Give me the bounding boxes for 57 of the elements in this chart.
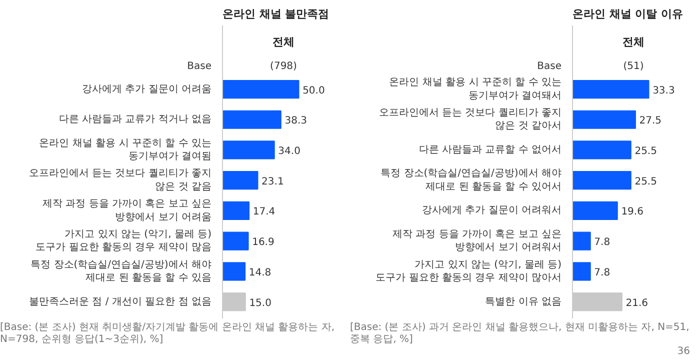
chart-title: 온라인 채널 불만족점 bbox=[222, 8, 330, 20]
data-label: 14.8 bbox=[248, 267, 272, 278]
y-tick-label: 강사에게 추가 질문이 어려워서 bbox=[422, 205, 562, 216]
bar bbox=[572, 232, 591, 250]
data-label: 19.6 bbox=[621, 206, 644, 218]
text: Base bbox=[187, 60, 212, 72]
data-label: 38.3 bbox=[284, 116, 307, 127]
data-label: 25.5 bbox=[634, 146, 657, 157]
y-tick-label: 오프라인에서 듣는 것보다 퀄리티가 좋지 않은 것 같음 bbox=[28, 168, 212, 192]
y-tick-label: 제작 과정 등을 가까이 혹은 보고 싶은 방향에서 보기 어려움 bbox=[42, 198, 212, 223]
bar bbox=[222, 140, 275, 160]
y-tick-label: 온라인 채널 활용 시 꾸준히 할 수 있는 동기부여가 결여돼서 bbox=[389, 77, 562, 102]
text: Base bbox=[537, 60, 562, 72]
data-label: 50.0 bbox=[302, 85, 325, 96]
text: [Base: (본 조사) 과거 온라인 채널 활용했으나, 현재 미활용하는 자, N=51, 중복 응답, %] bbox=[350, 322, 690, 346]
data-label: 25.5 bbox=[634, 176, 657, 188]
bar bbox=[222, 232, 249, 250]
data-label: 7.8 bbox=[594, 267, 610, 278]
data-label: 23.1 bbox=[262, 176, 284, 188]
bar bbox=[222, 171, 258, 190]
bar bbox=[572, 201, 618, 220]
data-label: 16.9 bbox=[252, 237, 274, 248]
y-tick-label: 가지고 있지 않는 (악기, 물레 등) 도구가 필요한 활동의 경우 제약이 많음 bbox=[36, 228, 212, 254]
chart-title: 온라인 채널 이탈 이유 bbox=[572, 8, 683, 20]
bar bbox=[222, 201, 250, 220]
data-label: 15.0 bbox=[249, 298, 272, 309]
y-tick-label: 강사에게 추가 질문이 어려움 bbox=[82, 84, 212, 95]
data-label: 17.4 bbox=[252, 206, 276, 218]
bar bbox=[222, 110, 282, 129]
y-tick-label: 온라인 채널 활용 시 꾸준히 할 수 있는 동기부여가 결여됨 bbox=[39, 138, 212, 162]
bar bbox=[572, 171, 632, 190]
text: (798) bbox=[270, 60, 298, 72]
y-tick-label: 다른 사람들과 교류할 수 없어서 bbox=[418, 144, 562, 156]
bar bbox=[572, 262, 591, 281]
text: 전체 bbox=[622, 36, 644, 49]
bar bbox=[572, 140, 632, 160]
text: (51) bbox=[623, 60, 644, 72]
y-tick-label: 제작 과정 등을 가까이 혹은 보고 싶은 방향에서 보기 어려워서 bbox=[392, 228, 562, 254]
bar bbox=[572, 80, 650, 99]
bar bbox=[572, 110, 636, 129]
data-label: 34.0 bbox=[278, 146, 300, 157]
bar bbox=[222, 80, 300, 99]
text: 전체 bbox=[272, 36, 294, 49]
data-label: 21.6 bbox=[626, 298, 648, 309]
y-tick-label: 다른 사람들과 교류가 적거나 없음 bbox=[58, 114, 212, 126]
data-label: 33.3 bbox=[652, 85, 675, 96]
bar bbox=[222, 262, 246, 281]
y-tick-label: 특정 장소(학습실/연습실/공방)에서 해야 제대로 된 활동을 할 수 있음 bbox=[30, 259, 212, 284]
y-tick-label: 특정 장소(학습실/연습실/공방)에서 해야 제대로 된 활동을 할 수 있어서 bbox=[380, 168, 562, 192]
y-tick-label: 특별한 이유 없음 bbox=[485, 296, 562, 308]
y-tick-label: 오프라인에서 듣는 것보다 퀄리티가 좋지 않은 것 같아서 bbox=[378, 108, 562, 132]
text: 36 bbox=[677, 346, 690, 358]
data-label: 27.5 bbox=[639, 116, 662, 127]
y-tick-label: 가지고 있지 않는 (악기, 물레 등) 도구가 필요한 활동의 경우 제약이 많아서 bbox=[376, 259, 562, 284]
data-label: 7.8 bbox=[594, 237, 610, 248]
y-tick-label: 불만족스러운 점 / 개선이 필요한 점 없음 bbox=[29, 296, 212, 308]
text: [Base: (본 조사) 현재 취미생활/자기계발 활동에 온라인 채널 활용하는 자, N=798, 순위형 응답(1~3순위), %] bbox=[0, 322, 336, 346]
